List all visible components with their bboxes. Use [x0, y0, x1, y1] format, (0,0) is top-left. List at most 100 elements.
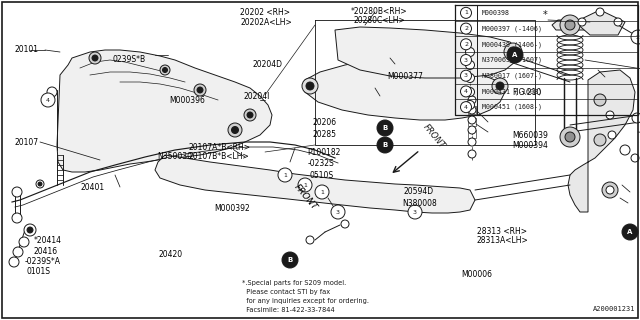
Circle shape — [578, 18, 586, 26]
Text: -0232S: -0232S — [307, 159, 334, 168]
Circle shape — [632, 113, 640, 123]
Circle shape — [377, 137, 393, 153]
Circle shape — [496, 82, 504, 90]
Circle shape — [468, 106, 476, 114]
Text: A: A — [627, 229, 633, 235]
Polygon shape — [575, 10, 625, 35]
Circle shape — [461, 23, 472, 34]
Text: 1: 1 — [283, 172, 287, 178]
Text: 28313A<LH>: 28313A<LH> — [477, 236, 529, 245]
Text: N370063 (-1607): N370063 (-1607) — [482, 57, 542, 63]
Text: 3: 3 — [464, 58, 468, 62]
Circle shape — [622, 224, 638, 240]
Circle shape — [468, 116, 476, 124]
Text: 20285: 20285 — [312, 130, 337, 139]
Circle shape — [244, 109, 256, 121]
Circle shape — [377, 120, 393, 136]
Circle shape — [461, 39, 472, 50]
Circle shape — [631, 30, 640, 44]
Text: 20202 <RH>: 20202 <RH> — [240, 8, 290, 17]
Circle shape — [89, 52, 101, 64]
Text: M000398: M000398 — [482, 10, 510, 16]
Text: M000451 (1608-): M000451 (1608-) — [482, 104, 542, 110]
Circle shape — [36, 180, 44, 188]
Circle shape — [12, 187, 22, 197]
Text: 0239S*B: 0239S*B — [112, 55, 145, 64]
Circle shape — [92, 55, 98, 61]
Circle shape — [461, 70, 472, 81]
Text: 28313 <RH>: 28313 <RH> — [477, 227, 527, 236]
Text: M000431 (-1608): M000431 (-1608) — [482, 88, 542, 95]
Text: 1: 1 — [303, 182, 307, 188]
Text: *: * — [543, 10, 548, 20]
Circle shape — [228, 123, 242, 137]
Text: 0510S: 0510S — [309, 171, 333, 180]
Circle shape — [468, 138, 476, 146]
Circle shape — [560, 127, 580, 147]
Text: N350030: N350030 — [157, 152, 192, 161]
Circle shape — [315, 185, 329, 199]
Text: -0239S*A: -0239S*A — [24, 257, 60, 266]
Polygon shape — [552, 20, 588, 30]
Circle shape — [507, 47, 523, 63]
Polygon shape — [57, 50, 272, 172]
Circle shape — [606, 186, 614, 194]
Text: 4: 4 — [46, 98, 50, 102]
Text: *20414: *20414 — [33, 236, 61, 245]
Text: *20280B<RH>: *20280B<RH> — [351, 7, 407, 16]
Text: FRONT: FRONT — [292, 182, 319, 212]
Circle shape — [12, 213, 22, 223]
Circle shape — [596, 8, 604, 16]
Circle shape — [461, 7, 472, 18]
Polygon shape — [335, 27, 520, 78]
Text: M000392: M000392 — [214, 204, 250, 213]
Circle shape — [631, 154, 639, 162]
Text: A200001231: A200001231 — [593, 306, 635, 312]
Text: Facsimile: 81-422-33-7844: Facsimile: 81-422-33-7844 — [242, 307, 335, 313]
Circle shape — [492, 78, 508, 94]
Text: 3: 3 — [413, 210, 417, 214]
Circle shape — [608, 131, 616, 139]
Circle shape — [606, 111, 614, 119]
Text: FIG.210: FIG.210 — [512, 88, 541, 97]
Text: 20280C<LH>: 20280C<LH> — [353, 16, 405, 25]
Text: 20204I: 20204I — [243, 92, 269, 100]
Text: 20107A*B<RH>: 20107A*B<RH> — [189, 143, 251, 152]
Text: 20101: 20101 — [14, 45, 38, 54]
Circle shape — [306, 236, 314, 244]
Text: B: B — [287, 257, 292, 263]
Circle shape — [504, 43, 522, 61]
Text: 20204D: 20204D — [253, 60, 283, 68]
Circle shape — [461, 86, 472, 97]
Circle shape — [160, 65, 170, 75]
Circle shape — [232, 126, 239, 133]
Circle shape — [614, 18, 622, 26]
Circle shape — [468, 126, 476, 134]
Circle shape — [465, 74, 474, 83]
Polygon shape — [568, 70, 635, 212]
Circle shape — [465, 60, 474, 69]
Circle shape — [302, 78, 318, 94]
Circle shape — [41, 93, 55, 107]
Circle shape — [468, 96, 476, 104]
Text: 20202A<LH>: 20202A<LH> — [240, 18, 292, 27]
Circle shape — [594, 94, 606, 106]
Text: 20594D: 20594D — [403, 188, 433, 196]
Circle shape — [19, 237, 29, 247]
Text: 20107: 20107 — [14, 138, 38, 147]
Circle shape — [408, 205, 422, 219]
Text: 0101S: 0101S — [27, 268, 51, 276]
Circle shape — [197, 87, 203, 93]
Text: 2: 2 — [464, 42, 468, 47]
Text: 2: 2 — [464, 26, 468, 31]
Text: P100182: P100182 — [307, 148, 340, 157]
Circle shape — [341, 220, 349, 228]
Text: B: B — [382, 142, 388, 148]
Circle shape — [468, 150, 476, 158]
Circle shape — [565, 132, 575, 142]
Circle shape — [461, 102, 472, 113]
Circle shape — [565, 20, 575, 30]
Circle shape — [602, 182, 618, 198]
Text: 20416: 20416 — [33, 247, 58, 256]
Text: 4: 4 — [464, 89, 468, 94]
